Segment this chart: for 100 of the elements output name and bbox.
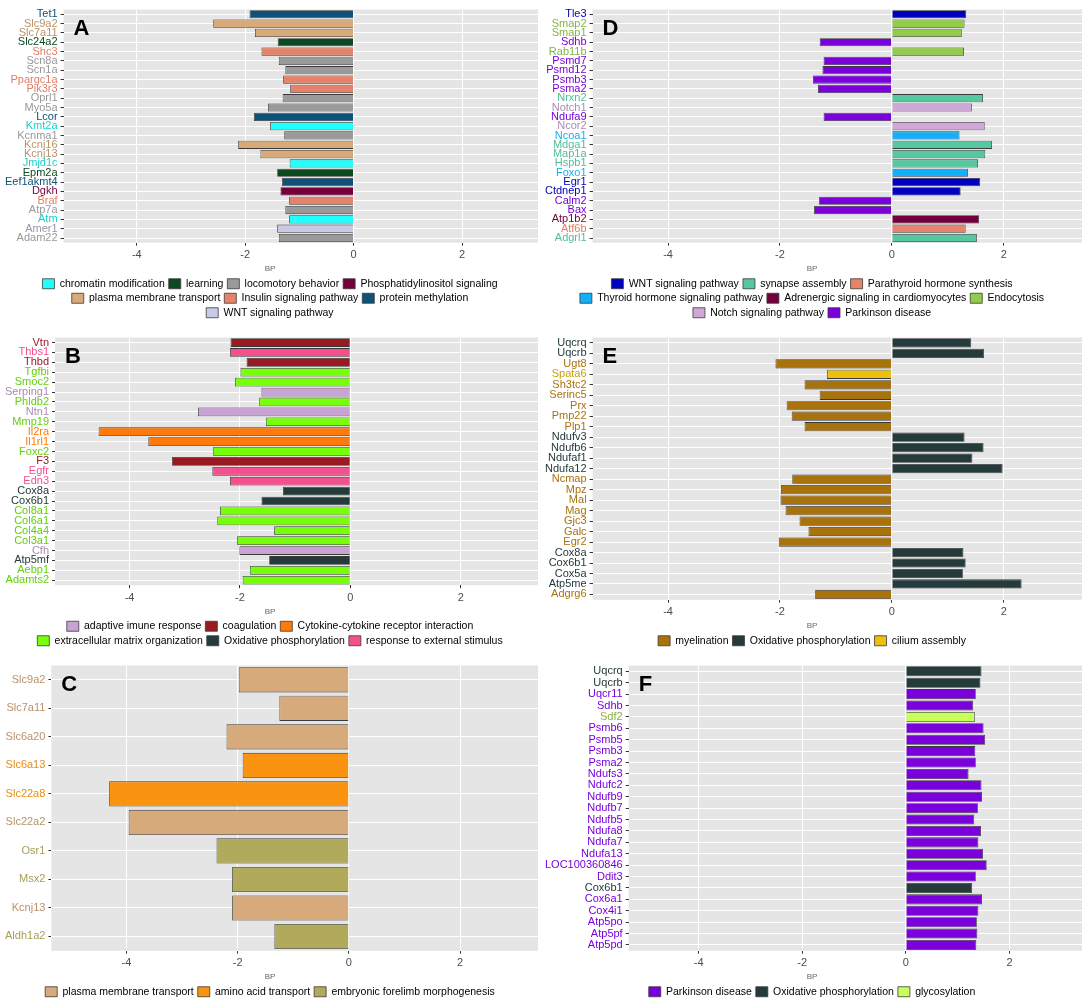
- x-tick-label: 0: [888, 605, 895, 618]
- y-tick-label: Tgfbi: [24, 365, 50, 378]
- y-tick-label: Thbd: [23, 355, 50, 368]
- y-tick-label: Ndufaf1: [548, 451, 587, 464]
- x-tick-label: -4: [121, 956, 132, 969]
- legend-label: chromatin modification: [59, 276, 165, 289]
- chart-title: A: [73, 14, 90, 40]
- legend-label: synapse assembly: [760, 276, 848, 289]
- x-tick-label: 0: [347, 590, 354, 603]
- legend-label: protein methylation: [379, 291, 469, 304]
- x-tick-label: -2: [235, 590, 245, 603]
- y-tick-label: F3: [36, 454, 50, 467]
- y-tick-label: Uqcr11: [588, 687, 623, 700]
- y-tick-label: Slc6a20: [5, 729, 46, 742]
- legend-title: BP: [806, 621, 818, 631]
- y-tick-label: Egfr: [28, 464, 50, 477]
- y-tick-label: Slc9a2: [11, 672, 46, 685]
- x-tick-label: 2: [1000, 605, 1007, 618]
- legend-label: adaptive imune response: [84, 619, 202, 632]
- chart-title: B: [65, 342, 81, 368]
- x-tick-label: -4: [131, 248, 142, 261]
- y-tick-label: Prx: [570, 398, 588, 411]
- y-tick-label: Ndufa13: [581, 846, 623, 859]
- y-tick-label: Scn1a: [26, 63, 59, 76]
- legend-label: Oxidative phosphorylation: [749, 633, 871, 646]
- legend-label: Cytokine-cytokine receptor interaction: [297, 619, 474, 632]
- y-tick-label: Uqcrb: [593, 675, 623, 688]
- y-tick-label: Sdf2: [600, 709, 623, 722]
- legend-label: Oxidative phosphorylation: [224, 633, 346, 646]
- legend-label: learning: [185, 276, 224, 289]
- y-tick-label: Tle3: [565, 7, 587, 20]
- y-tick-label: Slc6a13: [5, 758, 46, 771]
- chart-title: D: [602, 14, 619, 40]
- y-tick-label: Ncmap: [551, 472, 587, 485]
- legend-title: BP: [806, 972, 818, 982]
- y-tick-label: Psmb3: [588, 744, 623, 757]
- legend-label: locomotory behavior: [244, 276, 340, 289]
- y-tick-label: Aldh1a2: [4, 929, 46, 942]
- x-tick-label: 2: [457, 956, 464, 969]
- y-tick-label: Foxc2: [19, 444, 50, 457]
- y-tick-label: Ndufv3: [551, 430, 587, 443]
- y-tick-label: Ndufb9: [587, 789, 623, 802]
- y-tick-label: Egr2: [563, 535, 587, 548]
- y-tick-label: Ddit3: [596, 869, 623, 882]
- x-tick-label: -4: [663, 605, 673, 618]
- legend-label: plasma membrane transport: [88, 291, 221, 304]
- x-tick-label: -4: [663, 248, 673, 261]
- y-tick-label: Atp5pf: [590, 926, 624, 939]
- y-tick-label: Cox6b1: [584, 881, 623, 894]
- legend-label: extracellular matrix organization: [54, 633, 203, 646]
- y-tick-label: Vtn: [32, 335, 50, 348]
- y-tick-label: Thbs1: [18, 345, 50, 358]
- x-tick-label: 0: [902, 956, 909, 969]
- y-tick-label: Ndufa8: [587, 823, 623, 836]
- y-tick-label: Ndufc2: [587, 778, 623, 791]
- legend-title: BP: [264, 264, 276, 274]
- y-tick-label: Col3a1: [14, 533, 50, 546]
- x-tick-label: -2: [775, 248, 785, 261]
- legend-label: Parkinson disease: [845, 305, 932, 318]
- x-tick-label: 2: [1000, 248, 1007, 261]
- y-tick-label: Aebp1: [17, 563, 50, 576]
- y-tick-label: Adgrl1: [554, 231, 587, 244]
- x-tick-label: 0: [888, 248, 895, 261]
- x-tick-label: 2: [459, 248, 466, 261]
- y-tick-label: Cox6a1: [584, 892, 623, 905]
- y-tick-label: Plp1: [564, 419, 587, 432]
- legend-label: WNT signaling pathway: [223, 305, 335, 318]
- y-tick-label: Ndufa7: [587, 835, 623, 848]
- legend-label: Notch signaling pathway: [710, 305, 825, 318]
- chart-title: C: [61, 670, 78, 696]
- y-tick-label: Rab11b: [548, 44, 587, 57]
- x-tick-label: -2: [232, 956, 243, 969]
- legend-label: Thyroid hormone signaling pathway: [597, 291, 764, 304]
- y-tick-label: Cox4i1: [588, 903, 623, 916]
- legend-label: coagulation: [222, 619, 277, 632]
- x-tick-label: -2: [797, 956, 808, 969]
- legend-label: embryonic forelimb morphogenesis: [331, 984, 495, 997]
- y-tick-label: Ndufb5: [587, 812, 623, 825]
- y-tick-label: Amer1: [25, 221, 58, 234]
- x-tick-label: 2: [457, 590, 464, 603]
- y-tick-label: Slc22a2: [5, 815, 46, 828]
- legend-label: myelination: [675, 633, 729, 646]
- y-tick-label: Cox8a: [17, 484, 50, 497]
- legend-label: response to external stimulus: [366, 633, 503, 646]
- y-tick-label: Uqcrq: [593, 664, 623, 677]
- legend-title: BP: [264, 972, 276, 982]
- y-tick-label: Col4a4: [14, 523, 50, 536]
- y-tick-label: Msx2: [19, 872, 46, 885]
- y-tick-label: Atp7a: [28, 203, 59, 216]
- y-tick-label: Sdhb: [596, 698, 623, 711]
- legend-label: Parkinson disease: [666, 984, 752, 997]
- x-tick-label: -4: [693, 956, 704, 969]
- chart-title: F: [638, 670, 653, 696]
- y-tick-label: Ntn1: [25, 404, 50, 417]
- legend-label: amino acid transport: [215, 984, 311, 997]
- chart-title: E: [602, 342, 618, 368]
- y-tick-label: Bax: [567, 203, 588, 216]
- x-tick-label: 2: [1006, 956, 1013, 969]
- y-tick-label: Atp5pd: [587, 938, 623, 951]
- y-tick-label: Cox5a: [554, 566, 588, 579]
